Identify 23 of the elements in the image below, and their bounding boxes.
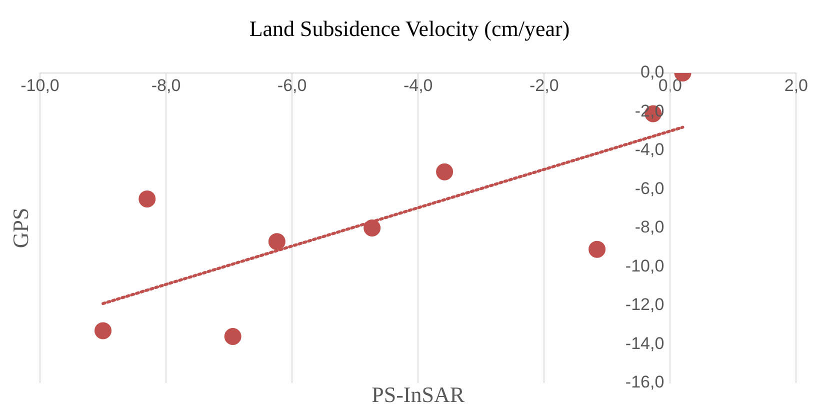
y-tick-label: -14,0 — [625, 334, 664, 353]
y-tick-label: -4,0 — [634, 140, 664, 160]
y-tick-label: -12,0 — [625, 295, 664, 314]
point — [94, 322, 112, 340]
point — [268, 233, 286, 250]
x-axis-title: PS-InSAR — [372, 382, 465, 407]
y-tick-label: -8,0 — [634, 218, 664, 237]
point — [364, 220, 381, 236]
y-tick-label: -16,0 — [625, 372, 664, 392]
x-tick-label: -8,0 — [151, 76, 181, 95]
x-tick-label: -6,0 — [277, 76, 307, 95]
x-tick-label: -2,0 — [529, 76, 559, 95]
x-tick-label: -10,0 — [20, 76, 60, 95]
x-tick-label: 2,0 — [784, 76, 808, 95]
point — [588, 240, 606, 258]
point — [224, 328, 242, 345]
x-tick-label: -4,0 — [403, 76, 433, 95]
y-axis-title: GPS — [8, 208, 33, 248]
y-tick-label: -10,0 — [625, 256, 664, 276]
point — [138, 190, 156, 208]
chart-title: Land Subsidence Velocity (cm/year) — [249, 16, 570, 41]
point — [436, 163, 454, 180]
y-tick-label: -6,0 — [634, 178, 664, 198]
